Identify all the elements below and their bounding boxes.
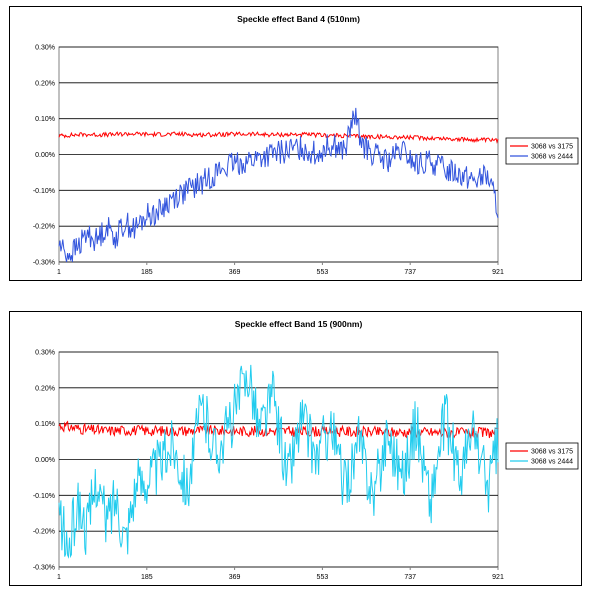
chart-2-x-tick-label: 737 bbox=[404, 574, 416, 581]
chart-2-y-tick-label: -0.10% bbox=[33, 493, 55, 500]
chart-1-y-tick-label: -0.10% bbox=[33, 188, 55, 195]
chart-1-series-line-2 bbox=[58, 107, 499, 263]
chart-2-x-tick-label: 1 bbox=[57, 574, 61, 581]
chart-1-y-tick-label: -0.30% bbox=[33, 260, 55, 267]
chart-2-y-tick-label: 0.30% bbox=[35, 350, 55, 357]
chart-1-legend bbox=[505, 137, 579, 165]
chart-1-x-tick-label: 737 bbox=[404, 269, 416, 276]
chart-2-legend-label: 3068 vs 3175 bbox=[531, 449, 573, 456]
chart-panel-band-15: Speckle effect Band 15 (900nm) 0.30% 0.20%… bbox=[9, 311, 582, 586]
chart-1-series-line-1 bbox=[58, 130, 499, 144]
chart-1-x-tick-label: 921 bbox=[492, 269, 504, 276]
chart-2-x-tick-label: 369 bbox=[229, 574, 241, 581]
chart-1-x-tick-label: 553 bbox=[317, 269, 329, 276]
chart-panel-band-4: Speckle effect Band 4 (510nm) 0.30% 0.20% 0… bbox=[9, 6, 582, 281]
chart-1-x-tick-label: 369 bbox=[229, 269, 241, 276]
chart-1-legend-label: 3068 vs 3175 bbox=[531, 144, 573, 151]
chart-2-y-tick-label: 0.10% bbox=[35, 421, 55, 428]
chart-1-y-tick-label: 0.30% bbox=[35, 45, 55, 52]
chart-1-title: Speckle effect Band 4 (510nm) bbox=[237, 14, 360, 24]
chart-2-legend bbox=[505, 442, 579, 470]
chart-1-y-tick-label: 0.00% bbox=[35, 152, 55, 159]
chart-2-legend-label: 3068 vs 2444 bbox=[531, 459, 573, 466]
chart-1-y-tick-label: 0.20% bbox=[35, 80, 55, 87]
chart-1-y-tick-label: 0.10% bbox=[35, 116, 55, 123]
chart-band-4: Speckle effect Band 4 (510nm) 0.30% 0.20% 0… bbox=[33, 14, 579, 276]
chart-2-series-line-1 bbox=[58, 420, 499, 439]
chart-2-x-tick-label: 921 bbox=[492, 574, 504, 581]
chart-2-y-tick-label: 0.20% bbox=[35, 385, 55, 392]
chart-2-x-tick-label: 185 bbox=[141, 574, 153, 581]
chart-2-y-tick-label: 0.00% bbox=[35, 457, 55, 464]
chart-2-series-line-2 bbox=[58, 364, 499, 559]
chart-1-x-tick-label: 185 bbox=[141, 269, 153, 276]
chart-1-x-tick-label: 1 bbox=[57, 269, 61, 276]
chart-2-y-tick-label: -0.20% bbox=[33, 529, 55, 536]
chart-1-y-tick-label: -0.20% bbox=[33, 224, 55, 231]
chart-2-x-tick-label: 553 bbox=[317, 574, 329, 581]
chart-2-y-tick-label: -0.30% bbox=[33, 565, 55, 572]
chart-2-title: Speckle effect Band 15 (900nm) bbox=[235, 319, 363, 329]
chart-1-legend-label: 3068 vs 2444 bbox=[531, 154, 573, 161]
chart-band-15: Speckle effect Band 15 (900nm) 0.30% 0.20%… bbox=[33, 319, 579, 581]
